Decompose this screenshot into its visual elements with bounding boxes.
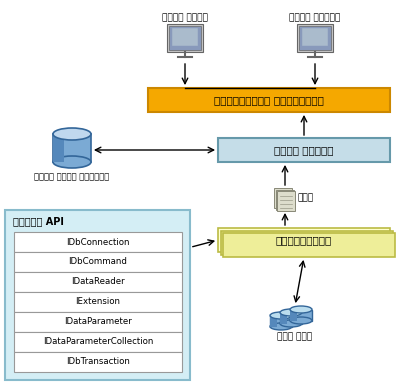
- Text: データ処理拡張機能: データ処理拡張機能: [276, 235, 332, 245]
- Text: IExtension: IExtension: [75, 298, 120, 307]
- Bar: [290, 310, 312, 321]
- Text: レポート プロセッサ: レポート プロセッサ: [274, 145, 334, 155]
- Bar: [14, 292, 182, 312]
- Text: IDbTransaction: IDbTransaction: [66, 358, 130, 367]
- Bar: [14, 312, 182, 332]
- Text: レポート サーバー データベース: レポート サーバー データベース: [34, 172, 109, 181]
- Bar: [277, 191, 295, 211]
- Bar: [218, 228, 390, 252]
- Text: レポート マネージャ: レポート マネージャ: [290, 13, 340, 22]
- Text: データ処理 API: データ処理 API: [13, 216, 64, 226]
- Ellipse shape: [280, 309, 302, 316]
- Text: データ: データ: [297, 194, 313, 203]
- Bar: [14, 352, 182, 372]
- Bar: [280, 312, 302, 323]
- Bar: [53, 134, 65, 162]
- Bar: [299, 26, 331, 50]
- Bar: [53, 134, 91, 162]
- Bar: [297, 24, 333, 52]
- Bar: [270, 316, 277, 327]
- Bar: [274, 188, 292, 208]
- Ellipse shape: [53, 156, 91, 168]
- Bar: [290, 310, 297, 321]
- Ellipse shape: [270, 312, 292, 319]
- Text: IDataParameter: IDataParameter: [64, 318, 132, 327]
- Bar: [302, 28, 328, 46]
- Bar: [14, 272, 182, 292]
- Bar: [14, 332, 182, 352]
- Bar: [5, 210, 190, 380]
- Text: IDbCommand: IDbCommand: [69, 258, 128, 267]
- Text: IDataParameterCollection: IDataParameterCollection: [43, 338, 153, 347]
- Bar: [167, 24, 203, 52]
- Text: データ ソース: データ ソース: [277, 332, 312, 341]
- Ellipse shape: [290, 306, 312, 313]
- Ellipse shape: [53, 128, 91, 140]
- Bar: [148, 88, 390, 112]
- Text: レポート デザイナ: レポート デザイナ: [162, 13, 208, 22]
- Bar: [172, 28, 198, 46]
- Text: IDataReader: IDataReader: [71, 278, 125, 287]
- Bar: [223, 233, 395, 257]
- Ellipse shape: [280, 320, 302, 327]
- Bar: [280, 312, 287, 323]
- Bar: [14, 252, 182, 272]
- Bar: [169, 26, 201, 50]
- Bar: [221, 231, 393, 255]
- Bar: [270, 316, 292, 327]
- Text: IDbConnection: IDbConnection: [66, 238, 130, 247]
- Bar: [218, 138, 390, 162]
- Ellipse shape: [290, 317, 312, 324]
- Ellipse shape: [270, 323, 292, 330]
- Bar: [14, 232, 182, 252]
- Bar: [275, 190, 294, 210]
- Text: プログラマティック インターフェイス: プログラマティック インターフェイス: [214, 95, 324, 105]
